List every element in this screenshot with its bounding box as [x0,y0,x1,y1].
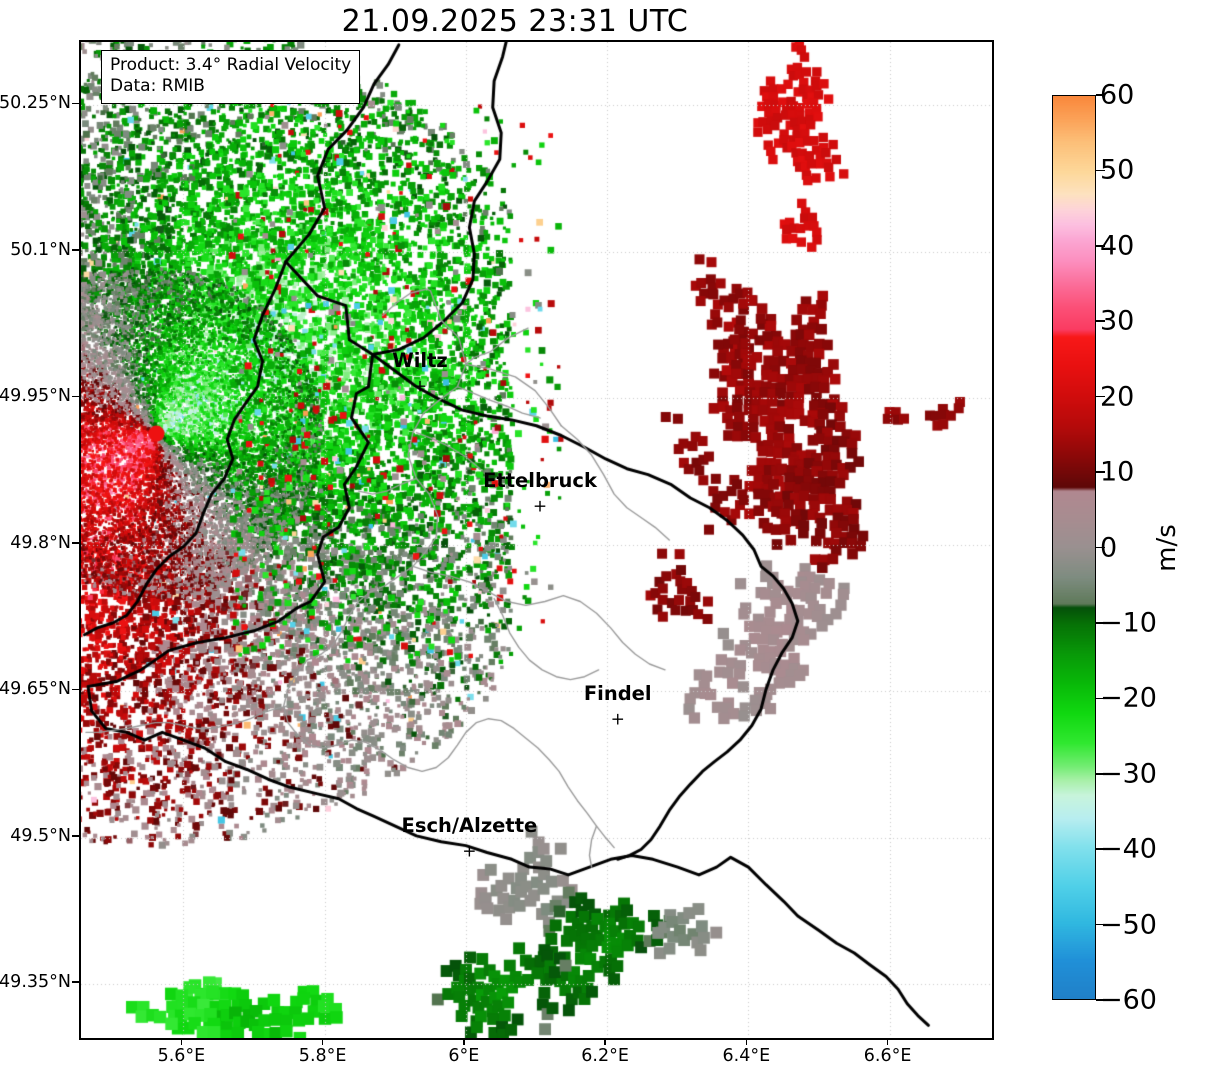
colorbar-tick-mark [1096,245,1105,247]
lat-tick-mark [72,981,79,984]
colorbar-gradient [1053,96,1095,999]
colorbar-tick-label: −30 [1100,758,1157,790]
colorbar-tick-label: 40 [1100,230,1135,262]
lon-tick-mark [463,1038,465,1045]
colorbar-tick-mark [1096,94,1105,96]
colorbar[interactable] [1052,95,1096,1000]
colorbar-tick-mark [1096,923,1105,926]
lon-tick-label: 6°E [448,1046,480,1066]
product-line: Product: 3.4° Radial Velocity [110,55,352,75]
lat-tick-label: 50.25°N [0,93,71,114]
lon-tick-mark [180,1038,183,1045]
lat-tick-label: 49.95°N [0,386,71,407]
lon-tick-mark [604,1038,606,1045]
radar-plot-panel[interactable]: Product: 3.4° Radial Velocity Data: RMIB… [79,40,994,1040]
colorbar-tick-mark [1096,169,1105,172]
colorbar-tick-mark [1096,999,1105,1001]
lat-tick-label: 49.65°N [0,679,71,700]
colorbar-tick-mark [1096,320,1105,323]
colorbar-tick-mark [1096,471,1105,473]
map-borders-canvas [81,42,992,1038]
lon-tick-label: 6.4°E [722,1046,771,1066]
lat-tick-mark [72,102,79,105]
colorbar-tick-mark [1096,848,1105,850]
lat-tick-mark [72,249,79,251]
product-info-box: Product: 3.4° Radial Velocity Data: RMIB [101,50,361,104]
colorbar-tick-mark [1096,546,1105,549]
colorbar-tick-label: 50 [1100,154,1135,186]
colorbar-tick-label: 10 [1100,456,1135,488]
colorbar-tick-label: −50 [1100,909,1157,941]
colorbar-tick-label: −40 [1100,833,1157,865]
lat-tick-label: 49.5°N [10,825,71,846]
page-title: 21.09.2025 23:31 UTC [341,4,689,39]
colorbar-tick-mark [1096,697,1105,700]
colorbar-tick-mark [1096,395,1105,398]
colorbar-tick-mark [1096,622,1105,624]
colorbar-tick-label: −10 [1100,607,1157,639]
colorbar-tick-label: 0 [1100,532,1118,563]
lat-tick-mark [72,688,79,691]
colorbar-tick-label: 60 [1100,79,1135,111]
lat-tick-label: 49.8°N [10,532,71,553]
lon-tick-mark [321,1038,324,1045]
lon-tick-label: 5.8°E [298,1046,347,1066]
colorbar-tick-mark [1096,772,1105,775]
lon-tick-label: 6.2°E [581,1046,629,1066]
lat-tick-mark [72,395,79,398]
colorbar-tick-label: −20 [1100,682,1157,714]
lat-tick-label: 49.35°N [0,972,71,993]
colorbar-tick-label: 30 [1100,305,1135,337]
colorbar-unit-label: m/s [1152,524,1182,572]
lon-tick-mark [745,1038,748,1045]
lat-tick-label: 50.1°N [10,239,71,260]
lon-tick-label: 5.6°E [157,1046,206,1066]
lat-tick-mark [72,542,79,544]
lon-tick-mark [886,1038,889,1045]
lat-tick-mark [72,835,79,837]
colorbar-tick-label: −60 [1100,984,1157,1016]
data-source-line: Data: RMIB [110,76,205,97]
lon-tick-label: 6.6°E [863,1046,912,1066]
colorbar-tick-label: 20 [1100,381,1135,413]
